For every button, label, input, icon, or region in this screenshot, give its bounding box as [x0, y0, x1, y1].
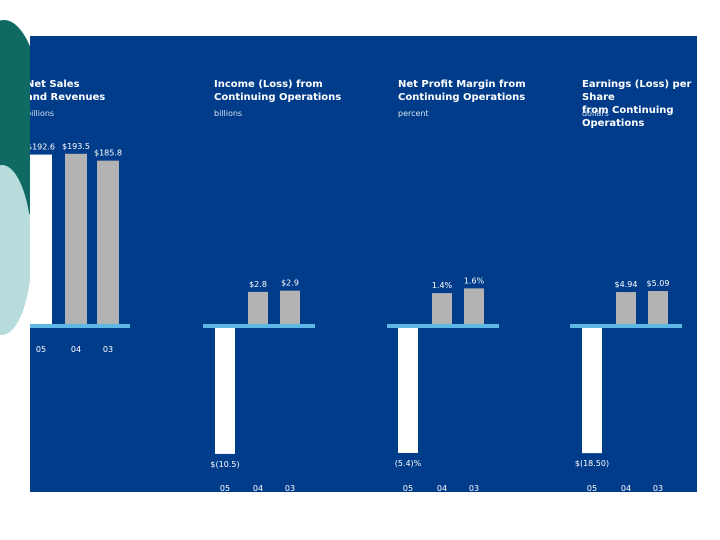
chart-4-bar-03: [648, 291, 668, 326]
chart-3-value-label-03: 1.6%: [464, 276, 485, 285]
chart-3-category-03: 03: [469, 484, 479, 492]
income-unit: billions: [214, 109, 243, 118]
chart-4-bar-05: [582, 326, 602, 454]
chart-2-bar-04: [248, 291, 268, 326]
chart-2-category-04: 04: [253, 484, 263, 492]
light-teal-decor-shape: [0, 165, 32, 335]
profit-margin-title: Net Profit Margin from Continuing Operat…: [398, 79, 526, 103]
chart-2-baseline: [203, 324, 315, 328]
chart-2-value-label-03: $2.9: [281, 279, 299, 288]
net-sales-title: Net Sales and Revenues: [30, 79, 106, 103]
chart-1-value-label-04: $193.5: [62, 142, 90, 151]
chart-3-bar-05: [398, 326, 418, 453]
chart-3-bar-03: [464, 288, 484, 326]
chart-4-bar-04: [616, 292, 636, 326]
chart-2-category-03: 03: [285, 484, 295, 492]
chart-4-value-label-03: $5.09: [647, 279, 670, 288]
chart-3-category-04: 04: [437, 484, 447, 492]
chart-1-value-label-03: $185.8: [94, 149, 122, 158]
chart-1-category-03: 03: [103, 345, 113, 354]
chart-4-baseline: [570, 324, 682, 328]
chart-4-category-04: 04: [621, 484, 631, 492]
eps-title: Earnings (Loss) per Share from Continuin…: [582, 79, 692, 129]
chart-2-bar-03: [280, 290, 300, 326]
chart-1-baseline: [30, 324, 130, 328]
income-title: Income (Loss) from Continuing Operations: [214, 79, 342, 103]
chart-2-value-label-05: $(10.5): [210, 460, 239, 469]
bar-charts-svg: $192.6 05 $193.5 04 $185.8 03 $(10.5) 05 $2.8 04 $…: [30, 142, 682, 492]
chart-4-value-label-05: $(18.50): [575, 459, 609, 468]
chart-2-bar-05: [215, 326, 235, 454]
chart-2-value-label-04: $2.8: [249, 280, 267, 289]
chart-4-value-label-04: $4.94: [615, 280, 638, 289]
chart-1-category-04: 04: [71, 345, 81, 354]
chart-3-value-label-05: (5.4)%: [395, 459, 422, 468]
financial-charts-panel: Net Sales and Revenues billions Income (…: [30, 36, 697, 492]
chart-1-value-label-05: $192.6: [30, 143, 55, 152]
chart-3-category-05: 05: [403, 484, 413, 492]
chart-2-category-05: 05: [220, 484, 230, 492]
chart-4-category-05: 05: [587, 484, 597, 492]
chart-3-baseline: [387, 324, 499, 328]
chart-1-bar-03: [97, 160, 119, 326]
chart-4-category-03: 03: [653, 484, 663, 492]
chart-3-value-label-04: 1.4%: [432, 281, 453, 290]
chart-3-bar-04: [432, 293, 452, 326]
chart-1-category-05: 05: [36, 345, 46, 354]
eps-unit: dollars: [582, 109, 609, 118]
profit-margin-unit: percent: [398, 109, 429, 118]
chart-1-bar-04: [65, 153, 87, 326]
net-sales-unit: billions: [30, 109, 55, 118]
chart-1-bar-05: [30, 154, 52, 326]
